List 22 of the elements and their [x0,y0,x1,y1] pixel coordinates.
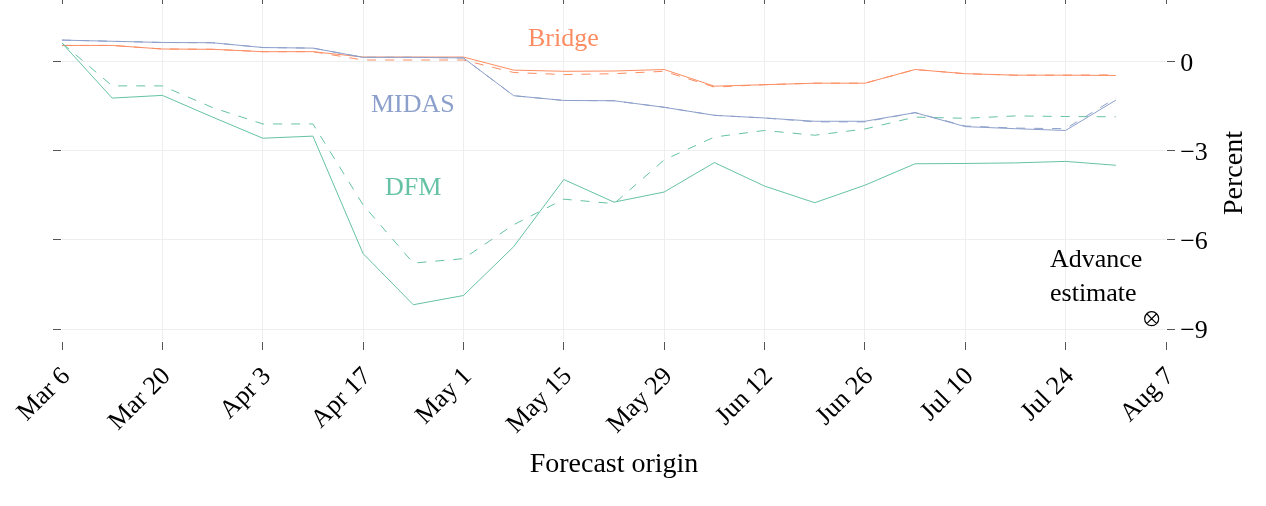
x-tick-label: Mar 20 [101,361,176,436]
x-tick-label: May 1 [408,361,477,430]
x-tick-label: Jun 26 [809,361,879,431]
x-tick-label: May 29 [600,361,678,439]
series-label: Advance estimate [1050,244,1143,307]
x-tick-label: Jul 10 [913,361,979,427]
x-tick-label: Mar 6 [10,361,76,427]
x-tick-label: Apr 3 [213,361,277,425]
y-axis-title: Percent [1216,130,1248,215]
series-label: DFM [385,172,442,201]
y-tick-label: 0 [1180,47,1194,77]
series-label: MIDAS [371,89,455,118]
y-tick-label: −3 [1180,136,1208,166]
x-tick-label: Jul 24 [1014,361,1080,427]
x-tick-label: May 15 [500,361,578,439]
series-label: Bridge [528,23,599,52]
x-tick-label: Jun 12 [708,361,778,431]
x-tick-label: Apr 17 [304,361,377,434]
y-tick-label: −9 [1180,315,1208,345]
x-tick-label: Aug 7 [1113,361,1180,428]
x-axis-title: Forecast origin [529,447,699,479]
y-tick-label: −6 [1180,226,1208,255]
